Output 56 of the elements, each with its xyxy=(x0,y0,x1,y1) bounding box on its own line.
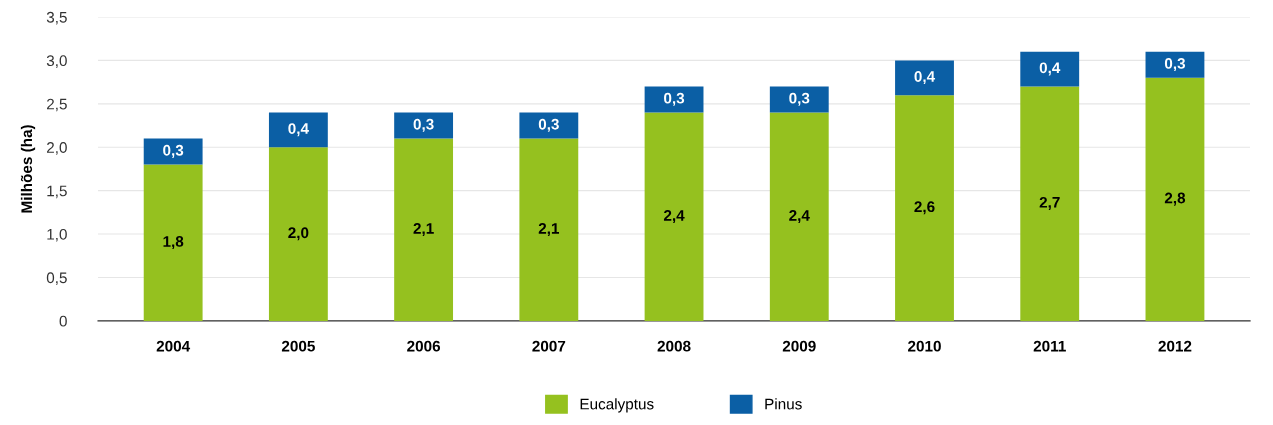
bar xyxy=(143,138,203,165)
data-label: 0,4 xyxy=(288,123,309,137)
y-tick-label: 2,0 xyxy=(47,142,67,155)
data-label: 2,8 xyxy=(1164,192,1186,206)
bar xyxy=(769,86,829,113)
data-label: 2,6 xyxy=(914,201,935,215)
data-label: 0,3 xyxy=(163,144,184,158)
x-tick-label: 2008 xyxy=(657,340,691,352)
bar xyxy=(1145,51,1205,78)
x-tick-label: 2009 xyxy=(782,340,816,352)
data-label: 0,4 xyxy=(914,71,936,85)
x-tick-label: 2010 xyxy=(908,340,941,352)
data-label: 0,3 xyxy=(538,118,559,132)
data-label: 1,8 xyxy=(163,236,184,250)
bar xyxy=(769,112,829,321)
data-label: 0,3 xyxy=(413,118,434,132)
y-tick-label: 0 xyxy=(59,315,67,327)
data-label: 2,1 xyxy=(538,223,560,237)
bar xyxy=(519,112,579,139)
y-tick-label: 0,5 xyxy=(46,272,67,285)
x-tick-label: 2004 xyxy=(156,340,191,352)
data-label: 0,3 xyxy=(664,92,685,106)
bar xyxy=(268,147,328,321)
bar xyxy=(644,112,704,321)
y-tick-label: 3,5 xyxy=(46,11,67,25)
x-tick-label: 2006 xyxy=(407,340,441,352)
bar xyxy=(1145,77,1205,321)
data-label: 0,3 xyxy=(789,92,810,106)
y-tick-label: 3,0 xyxy=(46,55,67,68)
bar xyxy=(1020,51,1080,87)
bar xyxy=(519,138,579,321)
bar xyxy=(1020,86,1080,321)
bar xyxy=(268,112,328,148)
x-tick-label: 2012 xyxy=(1158,340,1192,352)
data-label: 2,0 xyxy=(288,227,309,241)
data-label: 0,4 xyxy=(1039,62,1061,76)
y-tick-label: 2,5 xyxy=(47,98,67,112)
bar xyxy=(895,95,954,321)
x-tick-label: 2007 xyxy=(532,340,566,352)
bar xyxy=(143,164,203,321)
bar xyxy=(644,86,704,113)
y-tick-label: 1,5 xyxy=(47,185,67,199)
bar xyxy=(895,60,954,96)
bar xyxy=(394,138,454,321)
data-label: 0,3 xyxy=(1164,58,1186,72)
x-tick-label: 2011 xyxy=(1033,340,1066,352)
data-label: 2,1 xyxy=(413,223,434,237)
legend-label: Pinus xyxy=(765,398,802,410)
x-tick-label: 2005 xyxy=(281,340,315,352)
y-axis-title: Milhões (ha) xyxy=(20,125,36,213)
y-tick-label: 1,0 xyxy=(47,228,67,242)
data-label: 2,7 xyxy=(1039,196,1060,210)
data-label: 2,4 xyxy=(663,209,685,224)
bar xyxy=(394,112,454,139)
legend-label: Eucalyptus xyxy=(580,398,654,413)
data-label: 2,4 xyxy=(789,209,810,224)
